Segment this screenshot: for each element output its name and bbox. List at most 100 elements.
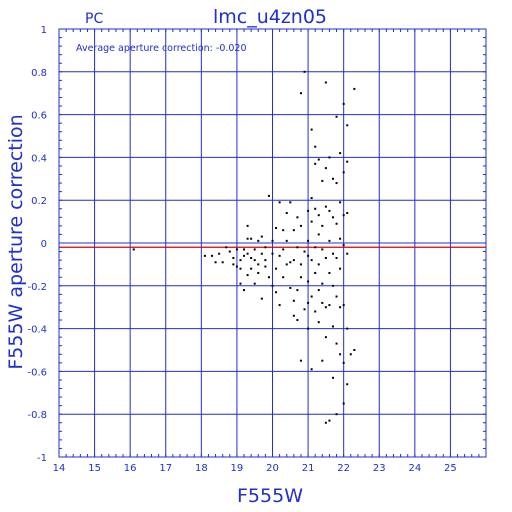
data-point: [346, 252, 349, 255]
data-point: [339, 306, 342, 309]
y-tick-label: 0.2: [31, 196, 47, 207]
y-tick-label: -0.8: [27, 410, 47, 421]
x-tick-label: 20: [266, 463, 279, 474]
data-point: [211, 254, 214, 257]
data-point: [331, 177, 334, 180]
data-point: [331, 252, 334, 255]
data-point: [250, 267, 253, 270]
x-tick-label: 17: [159, 463, 172, 474]
data-point: [303, 70, 306, 73]
data-point: [303, 250, 306, 253]
data-point: [321, 282, 324, 285]
data-point: [346, 212, 349, 215]
data-point: [353, 87, 356, 90]
data-point: [243, 248, 246, 251]
data-point: [342, 244, 345, 247]
data-point: [292, 299, 295, 302]
data-point: [335, 222, 338, 225]
y-tick-label: 0: [41, 239, 47, 250]
data-point: [339, 152, 342, 155]
x-tick-label: 25: [444, 463, 457, 474]
data-point: [321, 224, 324, 227]
data-point: [328, 239, 331, 242]
data-point: [299, 359, 302, 362]
data-point: [314, 246, 317, 249]
data-point: [282, 229, 285, 232]
data-point: [328, 156, 331, 159]
data-point: [218, 252, 221, 255]
data-point: [307, 239, 310, 242]
data-point: [346, 327, 349, 330]
data-point: [275, 227, 278, 230]
data-point: [296, 216, 299, 219]
data-point: [253, 259, 256, 262]
data-point: [310, 368, 313, 371]
data-point: [260, 297, 263, 300]
data-point: [321, 359, 324, 362]
data-point: [271, 284, 274, 287]
data-point: [132, 248, 135, 251]
data-point: [317, 289, 320, 292]
x-tick-label: 24: [408, 463, 421, 474]
data-point: [246, 274, 249, 277]
data-point: [307, 280, 310, 283]
data-point: [292, 259, 295, 262]
data-point: [275, 291, 278, 294]
data-point: [324, 81, 327, 84]
chart-title: lmc_u4zn05: [213, 6, 327, 28]
x-tick-label: 21: [302, 463, 315, 474]
data-point: [349, 353, 352, 356]
data-point: [342, 304, 345, 307]
data-point: [342, 361, 345, 364]
data-point: [342, 214, 345, 217]
data-point: [239, 267, 242, 270]
data-point: [339, 353, 342, 356]
data-point: [307, 301, 310, 304]
data-point: [314, 207, 317, 210]
x-tick-label: 18: [195, 463, 208, 474]
data-point: [331, 284, 334, 287]
data-point: [307, 209, 310, 212]
data-point: [235, 265, 238, 268]
data-point: [282, 276, 285, 279]
data-point: [335, 295, 338, 298]
data-point: [321, 179, 324, 182]
data-point: [346, 124, 349, 127]
data-point: [271, 239, 274, 242]
data-point: [321, 301, 324, 304]
data-point: [324, 421, 327, 424]
tick-layer: 14 15 16 17 18 19 20 21 22 23 24 25 -1 -0.8 -0.6 -0.4 -0…: [27, 25, 487, 474]
data-point: [339, 267, 342, 270]
data-point: [324, 306, 327, 309]
data-point: [310, 197, 313, 200]
data-point: [275, 267, 278, 270]
data-point: [260, 235, 263, 238]
data-point: [246, 237, 249, 240]
corner-label: PC: [85, 11, 103, 27]
data-point: [250, 237, 253, 240]
data-point: [328, 304, 331, 307]
data-point: [289, 261, 292, 264]
data-point: [257, 239, 260, 242]
data-point: [203, 254, 206, 257]
data-point: [314, 271, 317, 274]
y-tick-label: 0.6: [31, 111, 47, 122]
data-point: [303, 308, 306, 311]
data-point: [264, 265, 267, 268]
data-point: [342, 171, 345, 174]
data-point: [307, 327, 310, 330]
data-point: [253, 248, 256, 251]
y-tick-label: 0.4: [31, 153, 47, 164]
data-point: [285, 263, 288, 266]
data-point: [331, 325, 334, 328]
data-point: [292, 229, 295, 232]
data-point: [299, 263, 302, 266]
data-point: [264, 259, 267, 262]
data-point: [346, 383, 349, 386]
data-point: [267, 194, 270, 197]
average-correction-note: Average aperture correction: -0.020: [76, 43, 247, 54]
data-point: [292, 314, 295, 317]
data-point: [296, 319, 299, 322]
x-tick-label: 16: [124, 463, 137, 474]
data-point: [296, 289, 299, 292]
